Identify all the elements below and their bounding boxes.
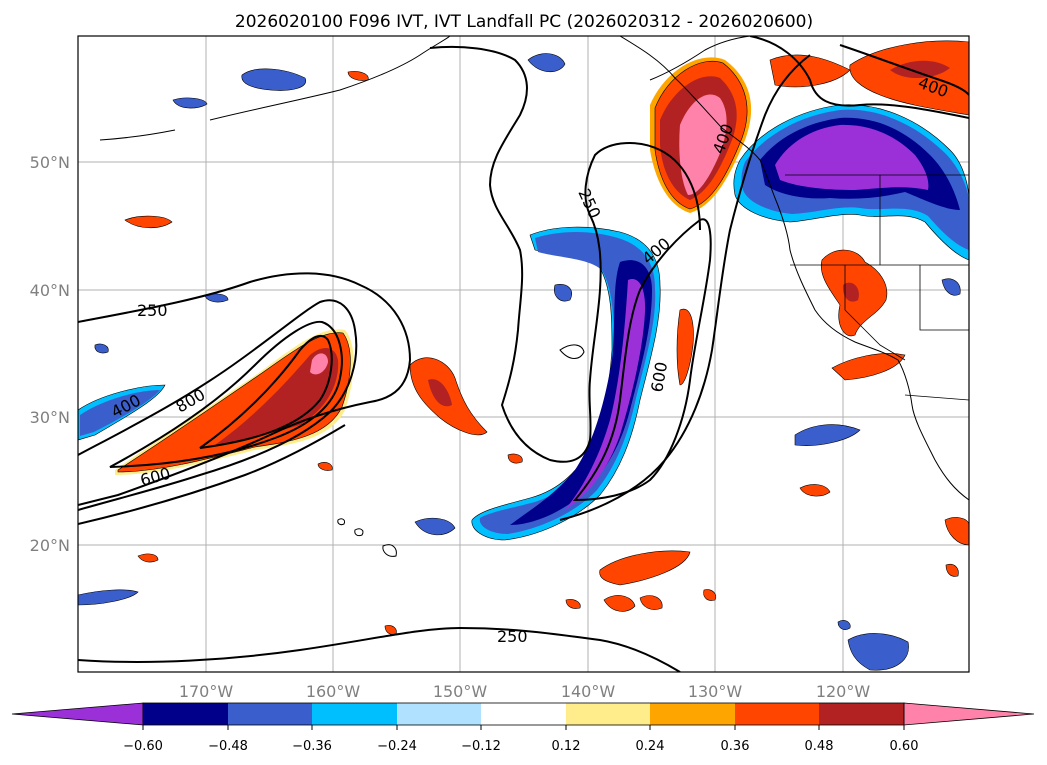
colorbar: −0.60 −0.48 −0.36 −0.24 −0.12 0.12 0.24 … xyxy=(11,702,1035,754)
colorbar-bin xyxy=(143,703,228,725)
colorbar-extend-high xyxy=(903,702,1035,726)
coastlines xyxy=(99,36,969,557)
lon-tick-label: 150°W xyxy=(433,682,488,701)
colorbar-tick-label: −0.12 xyxy=(461,739,501,754)
positive-pc-california xyxy=(676,249,906,386)
lat-tick-label: 20°N xyxy=(30,536,70,555)
colorbar-tick-label: −0.24 xyxy=(377,739,417,754)
colorbar-tick-label: −0.48 xyxy=(208,739,248,754)
contour-label: 250 xyxy=(137,301,168,320)
contour-label: 250 xyxy=(497,627,528,646)
colorbar-tick-label: 0.60 xyxy=(890,739,919,754)
negative-pc-northeast xyxy=(733,104,969,261)
positive-pc-near-150w xyxy=(409,357,488,436)
ivt-contours xyxy=(78,36,969,672)
lon-tick-label: 170°W xyxy=(179,682,234,701)
lat-tick-label: 50°N xyxy=(30,153,70,172)
colorbar-frame xyxy=(142,702,905,726)
longitude-labels: 170°W 160°W 150°W 140°W 130°W 120°W xyxy=(179,682,871,701)
lon-tick-label: 160°W xyxy=(306,682,361,701)
colorbar-bin xyxy=(481,703,566,725)
colorbar-tick-label: −0.60 xyxy=(123,739,163,754)
political-borders xyxy=(785,174,969,401)
lon-tick-label: 140°W xyxy=(561,682,616,701)
colorbar-tick-label: −0.36 xyxy=(292,739,332,754)
figure-title: 2026020100 F096 IVT, IVT Landfall PC (20… xyxy=(235,12,813,32)
negative-pc-band xyxy=(471,226,661,541)
colorbar-extend-low xyxy=(11,702,144,726)
positive-pc-pacific-northwest xyxy=(650,40,969,213)
colorbar-bin xyxy=(228,703,312,725)
lat-tick-label: 40°N xyxy=(30,281,70,300)
colorbar-bin xyxy=(650,703,735,725)
colorbar-bin xyxy=(397,703,481,725)
colorbar-bin xyxy=(819,703,904,725)
colorbar-bin xyxy=(566,703,650,725)
colorbar-bin xyxy=(312,703,397,725)
latitude-labels: 50°N 40°N 30°N 20°N xyxy=(30,153,70,555)
lat-tick-label: 30°N xyxy=(30,408,70,427)
colorbar-tick-label: 0.48 xyxy=(805,739,834,754)
lon-tick-label: 130°W xyxy=(688,682,743,701)
colorbar-tick-label: 0.12 xyxy=(552,739,581,754)
positive-pc-central-pacific xyxy=(115,329,354,475)
map-frame xyxy=(77,35,970,673)
lon-tick-label: 120°W xyxy=(816,682,871,701)
map-plot-area: 250 400 800 600 250 400 400 600 250 400 xyxy=(78,36,969,672)
colorbar-bin xyxy=(735,703,819,725)
negative-pc-small-regions xyxy=(78,53,961,671)
colorbar-tick-label: 0.36 xyxy=(721,739,750,754)
colorbar-tick-label: 0.24 xyxy=(636,739,665,754)
positive-pc-subtropical xyxy=(124,71,969,635)
